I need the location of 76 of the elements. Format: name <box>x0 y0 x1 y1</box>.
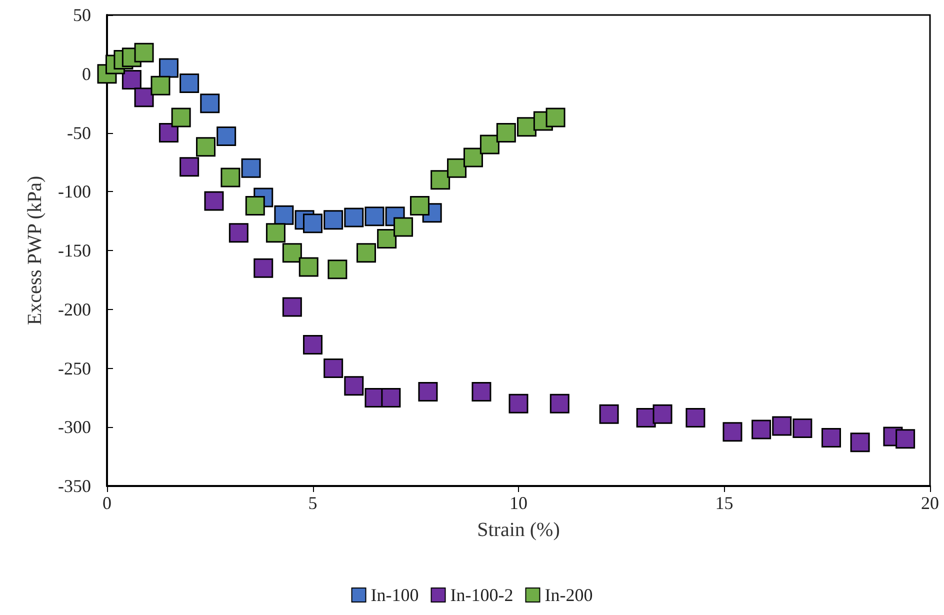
y-axis-title: Excess PWP (kPa) <box>24 176 46 326</box>
point <box>180 74 200 94</box>
y-tick-label: -350 <box>58 476 91 496</box>
point <box>220 168 240 188</box>
point <box>516 117 536 137</box>
point <box>150 76 170 96</box>
point <box>303 334 322 354</box>
point <box>447 158 467 178</box>
point <box>344 208 364 228</box>
legend-label: In-100-2 <box>450 585 514 605</box>
point <box>850 432 870 452</box>
x-tick-label: 20 <box>921 493 939 513</box>
point <box>180 157 200 177</box>
point <box>158 123 178 142</box>
point <box>241 158 261 178</box>
point <box>158 58 178 78</box>
point <box>356 243 376 263</box>
point <box>254 258 274 278</box>
point <box>772 416 792 436</box>
y-tick-label: -300 <box>58 417 91 438</box>
point <box>418 382 438 402</box>
x-tick-label: 15 <box>715 493 734 513</box>
point <box>722 422 742 442</box>
point <box>196 137 216 157</box>
x-axis-title: Strain (%) <box>477 519 560 541</box>
point <box>228 223 248 243</box>
point <box>377 228 397 248</box>
x-tick-label: 0 <box>102 493 112 513</box>
y-tick-label: 50 <box>73 5 91 25</box>
y-tick-label: 0 <box>82 64 91 84</box>
point <box>324 210 344 230</box>
point <box>652 404 672 424</box>
point <box>266 223 286 243</box>
point <box>821 428 841 448</box>
point <box>282 297 302 317</box>
point <box>599 404 619 424</box>
point <box>546 108 566 128</box>
y-tick-label: -250 <box>58 358 91 378</box>
legend-label: In-200 <box>544 585 593 605</box>
y-tick-label: -50 <box>67 122 91 143</box>
point <box>896 429 916 449</box>
y-tick-label: -100 <box>58 182 91 202</box>
point <box>364 206 384 226</box>
point <box>792 418 812 438</box>
point <box>381 388 401 408</box>
legend-label: In-100 <box>370 585 419 605</box>
point <box>324 358 344 378</box>
point <box>282 243 302 263</box>
point <box>303 214 322 234</box>
point <box>134 88 154 108</box>
point <box>328 260 348 280</box>
point <box>274 205 294 225</box>
point <box>480 134 500 154</box>
point <box>394 217 414 237</box>
point <box>134 42 154 62</box>
point <box>463 148 483 168</box>
point <box>204 191 224 211</box>
point <box>344 376 364 396</box>
y-tick-label: -200 <box>58 299 91 320</box>
point <box>752 420 772 440</box>
x-tick-label: 5 <box>308 493 318 513</box>
point <box>430 170 450 190</box>
point <box>496 123 516 142</box>
point <box>216 126 236 146</box>
point <box>410 196 430 216</box>
point <box>200 94 220 114</box>
point <box>245 196 265 216</box>
point <box>550 394 570 414</box>
point <box>122 70 142 90</box>
point <box>686 408 706 428</box>
point <box>298 257 318 277</box>
y-tick-label: -150 <box>58 240 91 260</box>
point <box>472 382 492 402</box>
x-tick-label: 10 <box>510 493 528 513</box>
point <box>171 108 191 128</box>
point <box>508 394 528 414</box>
